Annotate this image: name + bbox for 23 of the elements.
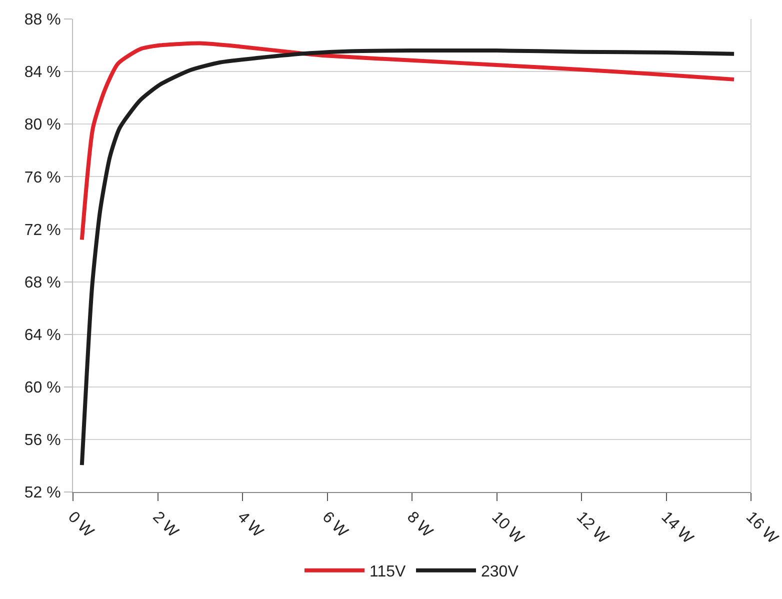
x-tick-label: 14 W — [658, 508, 697, 548]
legend-label: 230V — [481, 564, 519, 581]
y-tick-label: 52 % — [24, 484, 61, 502]
x-tick-label: 8 W — [404, 508, 436, 542]
y-tick-label: 76 % — [24, 169, 61, 186]
x-tick-label: 0 W — [64, 508, 98, 542]
x-tick-label: 16 W — [742, 508, 782, 548]
y-tick-label: 84 % — [24, 64, 61, 82]
x-tick-label: 6 W — [318, 508, 352, 542]
line-series — [80, 48, 736, 468]
legend-label: 115V — [370, 564, 406, 581]
x-tick-label: 10 W — [488, 508, 528, 548]
y-tick-label: 56 % — [24, 432, 61, 450]
x-tick-label: 2 W — [149, 508, 182, 542]
line-series — [80, 41, 736, 242]
x-tick-label: 12 W — [573, 508, 612, 548]
x-tick-label: 4 W — [234, 508, 267, 542]
y-tick-label: 60 % — [24, 379, 61, 396]
y-tick-label: 88 % — [24, 12, 61, 29]
y-tick-label: 80 % — [24, 116, 61, 134]
y-tick-label: 68 % — [24, 274, 61, 292]
y-tick-label: 72 % — [24, 222, 61, 239]
y-tick-label: 64 % — [24, 326, 61, 344]
